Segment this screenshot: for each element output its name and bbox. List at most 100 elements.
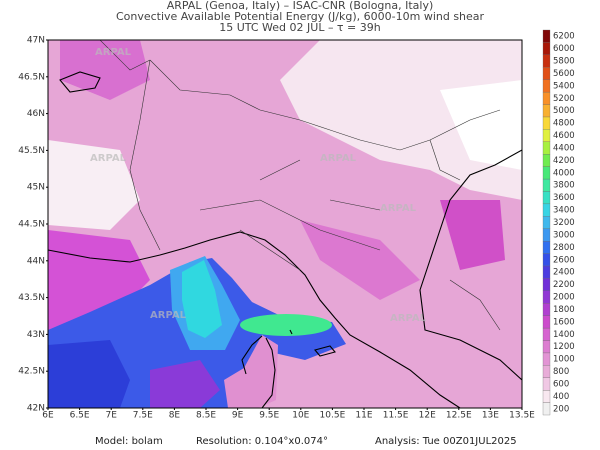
footer-resolution: Resolution: 0.104°x0.074° bbox=[196, 436, 328, 447]
colorbar-label: 2600 bbox=[553, 255, 575, 265]
colorbar-label: 3000 bbox=[553, 230, 575, 240]
lon-label: 11.5E bbox=[383, 411, 409, 421]
colorbar-label: 6200 bbox=[553, 32, 575, 42]
colorbar-label: 2200 bbox=[553, 280, 575, 290]
colorbar-swatch bbox=[542, 265, 551, 279]
field bbox=[48, 140, 140, 230]
colorbar-label: 3200 bbox=[553, 218, 575, 228]
colorbar-label: 6000 bbox=[553, 44, 575, 54]
coastline bbox=[289, 329, 336, 357]
lat-label: 45.5N bbox=[18, 146, 45, 156]
colorbar-swatch bbox=[542, 54, 551, 68]
colorbar-swatch bbox=[542, 91, 551, 105]
colorbar-swatch bbox=[542, 390, 551, 403]
lat-label: 46.5N bbox=[18, 72, 45, 82]
colorbar-label: 2800 bbox=[553, 243, 575, 253]
lon-label: 13.5E bbox=[509, 411, 535, 421]
colorbar-label: 1600 bbox=[553, 317, 575, 327]
colorbar-swatch bbox=[542, 365, 551, 378]
colorbar-swatch bbox=[542, 303, 551, 316]
colorbar-swatch bbox=[542, 178, 551, 192]
lat-label: 45N bbox=[27, 183, 45, 193]
field bbox=[60, 40, 150, 100]
lon-label: 12.5E bbox=[446, 411, 472, 421]
colorbar-swatch bbox=[542, 377, 551, 391]
lon-label: 11E bbox=[355, 411, 372, 421]
colorbar-swatch bbox=[542, 79, 551, 93]
lon-label: 12E bbox=[419, 411, 436, 421]
colorbar-swatch bbox=[542, 240, 551, 254]
colorbar-label: 1400 bbox=[553, 330, 575, 340]
colorbar-label: 1000 bbox=[553, 355, 575, 365]
colorbar-label: 600 bbox=[553, 379, 569, 389]
watermark: ARPAL bbox=[150, 310, 187, 321]
colorbar-label: 4000 bbox=[553, 168, 575, 178]
colorbar-swatch bbox=[542, 141, 551, 155]
colorbar-swatch bbox=[542, 402, 551, 416]
field bbox=[48, 340, 130, 408]
colorbar-swatch bbox=[542, 166, 551, 180]
watermark: ARPAL bbox=[390, 313, 427, 324]
colorbar-swatch bbox=[542, 154, 551, 167]
coastline bbox=[419, 149, 522, 381]
lat-label: 44.5N bbox=[18, 220, 45, 230]
field bbox=[440, 80, 522, 170]
colorbar-label: 4800 bbox=[553, 119, 575, 129]
colorbar-swatch bbox=[542, 216, 551, 229]
colorbar-swatch bbox=[542, 253, 551, 267]
colorbar-swatch bbox=[542, 42, 551, 55]
colorbar-swatch bbox=[542, 203, 551, 217]
colorbar-swatch bbox=[542, 290, 551, 304]
colorbar-label: 3600 bbox=[553, 193, 575, 203]
lon-label: 13E bbox=[482, 411, 499, 421]
header-line: ARPAL (Genoa, Italy) – ISAC-CNR (Bologna… bbox=[167, 0, 434, 12]
colorbar-swatch bbox=[542, 104, 551, 118]
watermark: ARPAL bbox=[320, 153, 357, 164]
footer-analysis: Analysis: Tue 00Z01JUL2025 bbox=[375, 436, 517, 447]
lon-label: 9.5E bbox=[259, 411, 279, 421]
colorbar-swatch bbox=[542, 67, 551, 80]
coastline bbox=[241, 335, 276, 408]
colorbar-label: 5400 bbox=[553, 81, 575, 91]
colorbar-swatch bbox=[542, 129, 551, 142]
lat-label: 44N bbox=[27, 256, 45, 266]
colorbar-label: 200 bbox=[553, 404, 569, 414]
field bbox=[182, 260, 222, 338]
colorbar-swatch bbox=[542, 352, 551, 366]
lat-label: 42.5N bbox=[18, 367, 45, 377]
colorbar-label: 5800 bbox=[553, 57, 575, 67]
lon-label: 10.5E bbox=[320, 411, 346, 421]
field bbox=[150, 360, 220, 408]
colorbar-label: 4400 bbox=[553, 143, 575, 153]
colorbar-swatch bbox=[542, 327, 551, 341]
colorbar-swatch bbox=[542, 340, 551, 354]
colorbar-swatch bbox=[542, 191, 551, 205]
border bbox=[199, 159, 381, 271]
lat-label: 46N bbox=[27, 109, 45, 119]
field bbox=[300, 220, 420, 300]
field bbox=[240, 314, 332, 336]
coastline bbox=[48, 231, 461, 408]
colorbar-swatch bbox=[542, 29, 551, 43]
colorbar-label: 5600 bbox=[553, 69, 575, 79]
colorbar-swatch bbox=[542, 116, 551, 130]
colorbar-label: 5000 bbox=[553, 106, 575, 116]
lat-label: 47N bbox=[27, 36, 45, 46]
colorbar-label: 2000 bbox=[553, 293, 575, 303]
colorbar-label: 4600 bbox=[553, 131, 575, 141]
colorbar-label: 3400 bbox=[553, 206, 575, 216]
colorbar-label: 4200 bbox=[553, 156, 575, 166]
field bbox=[280, 40, 522, 200]
footer-model: Model: bolam bbox=[95, 436, 163, 447]
lon-label: 10E bbox=[292, 411, 309, 421]
watermark: ARPAL bbox=[380, 203, 417, 214]
lon-label: 7.5E bbox=[133, 411, 153, 421]
watermark: ARPAL bbox=[95, 47, 132, 58]
colorbar-label: 5200 bbox=[553, 94, 575, 104]
lon-label: 6.5E bbox=[70, 411, 90, 421]
coastline bbox=[59, 71, 101, 93]
lat-label: 42N bbox=[27, 404, 45, 414]
colorbar-label: 800 bbox=[553, 367, 569, 377]
header-line: Convective Available Potential Energy (J… bbox=[116, 10, 485, 23]
colorbar-swatch bbox=[542, 278, 551, 291]
